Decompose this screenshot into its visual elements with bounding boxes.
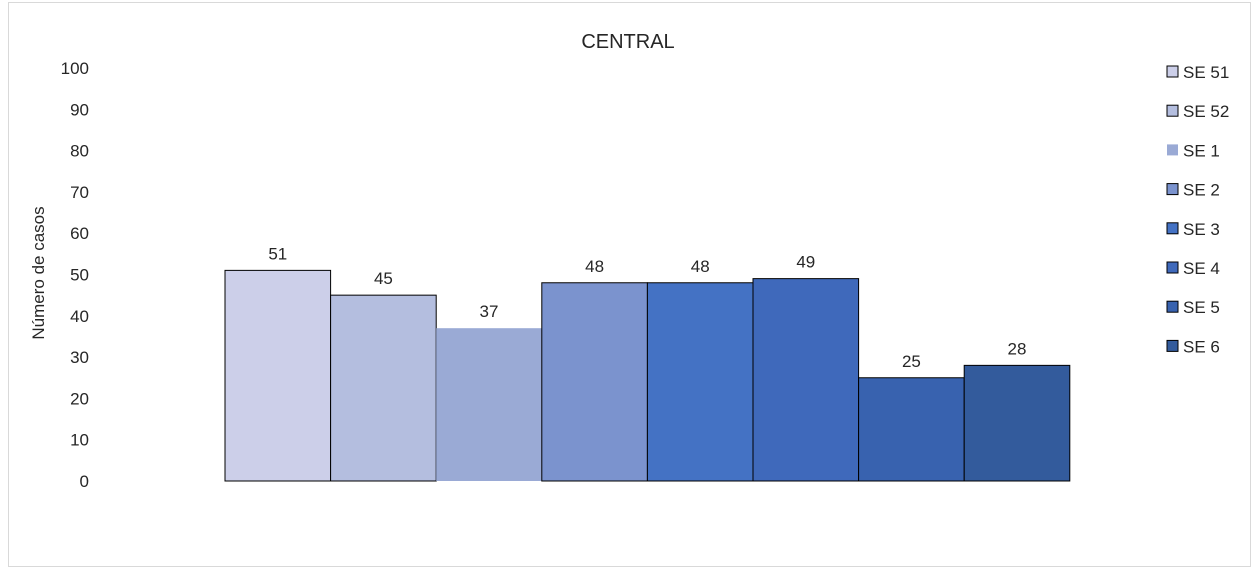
legend-swatch <box>1167 144 1178 156</box>
legend-swatch <box>1166 104 1179 117</box>
bar-se-4 <box>752 278 860 482</box>
legend-label: SE 6 <box>1183 337 1220 356</box>
legend-swatch <box>1166 183 1179 196</box>
bar-se-3 <box>646 282 754 482</box>
y-tick-label: 40 <box>70 307 89 326</box>
legend: SE 51 SE 52 SE 1 SE 2 SE 3 SE 4 SE 5 SE 6 <box>1166 63 1229 356</box>
bar-se-2 <box>541 282 648 482</box>
legend-label: SE 2 <box>1183 181 1220 200</box>
y-tick-label: 30 <box>70 348 89 367</box>
bars <box>224 269 1071 482</box>
bar-se-51 <box>224 269 332 482</box>
legend-label: SE 51 <box>1183 63 1229 82</box>
data-labels: 51 45 37 48 48 49 25 28 <box>268 244 1026 370</box>
legend-label: SE 52 <box>1183 102 1229 121</box>
y-tick-label: 60 <box>70 224 89 243</box>
y-tick-label: 90 <box>70 100 89 119</box>
legend-swatch <box>1166 261 1179 274</box>
y-tick-label: 0 <box>80 472 89 491</box>
data-label: 48 <box>691 257 710 276</box>
y-tick-label: 70 <box>70 183 89 202</box>
bar-se-5 <box>858 377 965 482</box>
legend-swatch <box>1166 222 1179 235</box>
legend-swatch <box>1166 65 1179 78</box>
data-label: 37 <box>480 302 499 321</box>
y-tick-label: 10 <box>70 431 89 450</box>
y-tick-label: 80 <box>70 142 89 161</box>
y-tick-label: 20 <box>70 389 89 408</box>
bar-se-6 <box>963 364 1071 482</box>
chart-title: CENTRAL <box>581 31 674 53</box>
bar-se-52 <box>330 294 437 482</box>
legend-swatch <box>1166 339 1179 352</box>
data-label: 45 <box>374 269 393 288</box>
data-label: 51 <box>268 244 287 263</box>
data-label: 25 <box>902 352 921 371</box>
y-tick-label: 100 <box>61 59 89 78</box>
y-tick-label: 50 <box>70 266 89 285</box>
legend-label: SE 3 <box>1183 220 1220 239</box>
bar-se-1 <box>436 328 542 481</box>
legend-label: SE 5 <box>1183 298 1220 317</box>
y-axis-ticks: 0 10 20 30 40 50 60 70 80 90 100 <box>61 59 89 491</box>
legend-label: SE 4 <box>1183 259 1220 278</box>
data-label: 28 <box>1008 339 1027 358</box>
data-label: 49 <box>796 253 815 272</box>
y-axis-label: Número de casos <box>29 206 48 339</box>
legend-swatch <box>1166 300 1179 313</box>
legend-label: SE 1 <box>1183 141 1220 160</box>
data-label: 48 <box>585 257 604 276</box>
